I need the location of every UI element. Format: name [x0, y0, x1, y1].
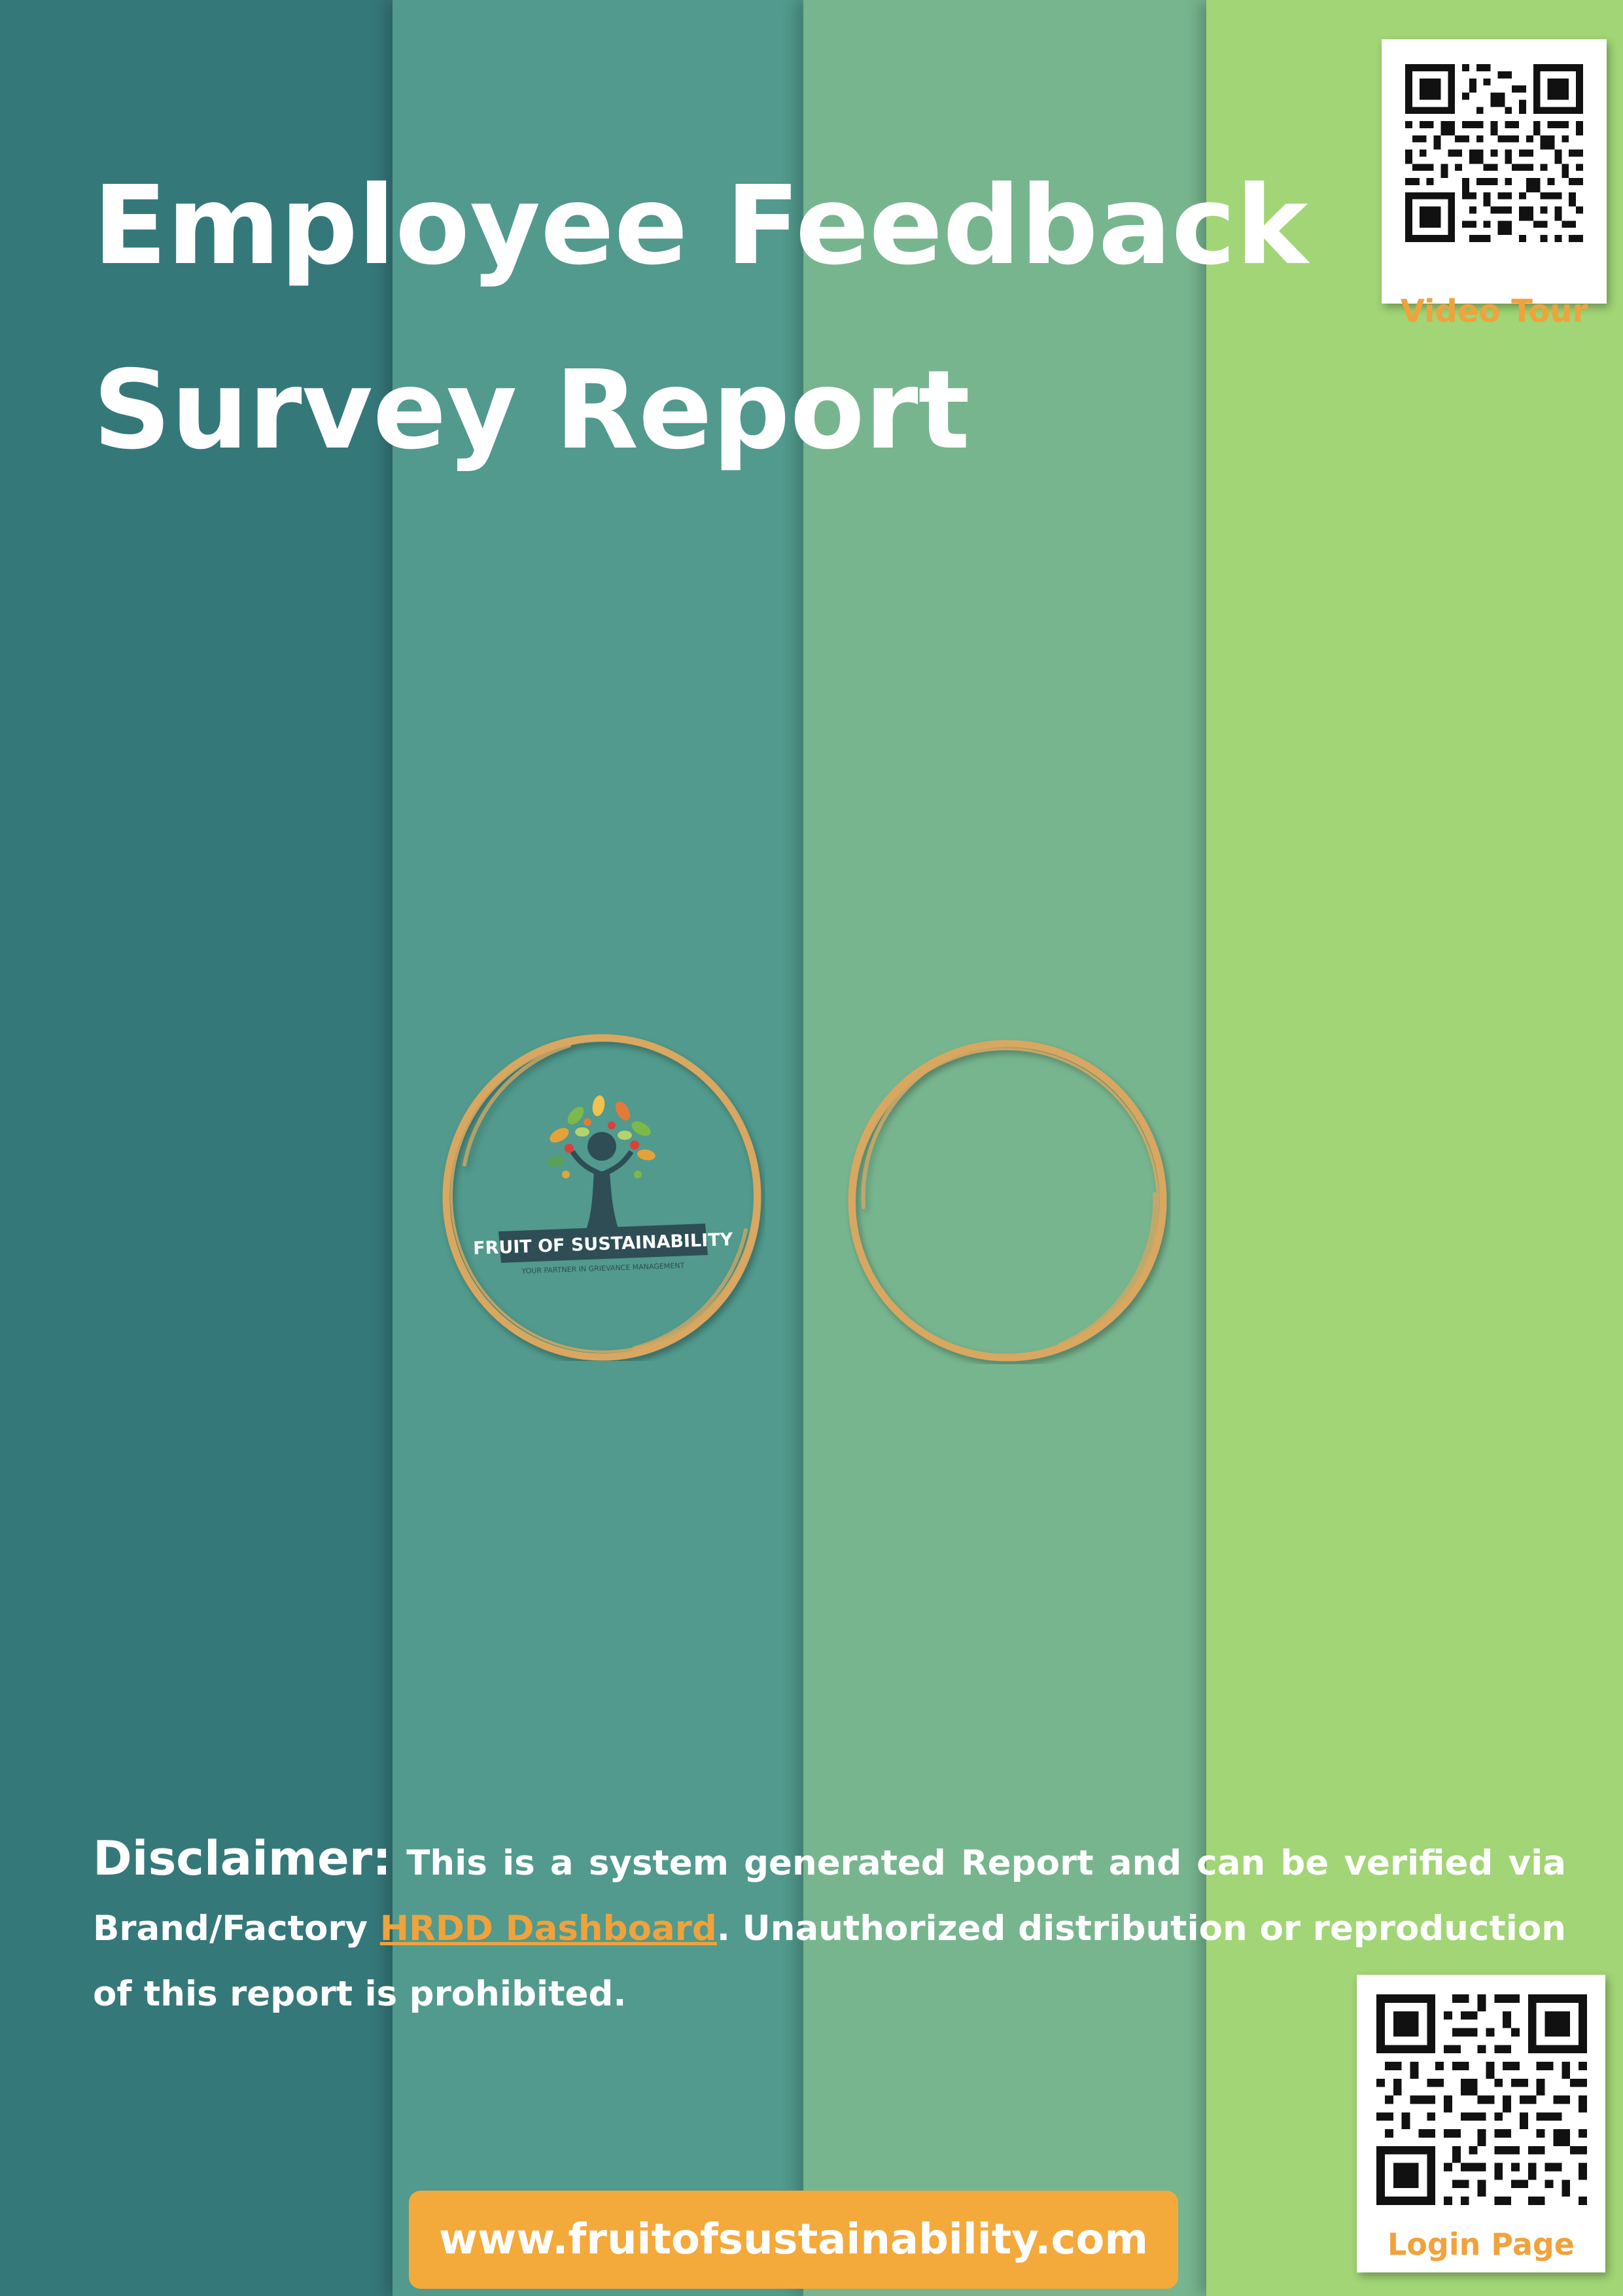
report-title: Employee Feedback Survey Report [93, 134, 1308, 503]
video-tour-qr-card[interactable]: Video Tour [1382, 39, 1607, 330]
report-title-line-1: Employee Feedback [93, 163, 1308, 289]
website-link-button[interactable]: www.fruitofsustainability.com [409, 2191, 1178, 2289]
disclaimer: Disclaimer: This is a system generated R… [93, 1826, 1566, 2027]
qr-code-icon [1405, 64, 1583, 242]
qr-code-icon [1376, 1994, 1587, 2205]
empty-logo-ring [844, 1037, 1171, 1364]
hrdd-dashboard-link[interactable]: HRDD Dashboard [379, 1909, 717, 1949]
tree-logo-icon: FRUIT OF SUSTAINABILITY YOUR PARTNER IN … [473, 1095, 733, 1276]
login-page-label: Login Page [1387, 2227, 1575, 2262]
disclaimer-text-part-1: This is a system generated Report and ca… [93, 1843, 1567, 1949]
brush-ring-icon [848, 1040, 1167, 1362]
background-band-4 [1206, 0, 1623, 2296]
disclaimer-label: Disclaimer: [93, 1831, 392, 1886]
background-band-1 [0, 0, 393, 2296]
report-title-line-2: Survey Report [93, 347, 970, 474]
logo-ring: FRUIT OF SUSTAINABILITY YOUR PARTNER IN … [438, 1034, 765, 1361]
brush-ring-icon: FRUIT OF SUSTAINABILITY YOUR PARTNER IN … [442, 1034, 761, 1361]
login-page-qr-card[interactable]: Login Page [1357, 1975, 1605, 2272]
disclaimer-text-part-2: . Unauthorized distribution or reproduct… [93, 1909, 1567, 2014]
video-tour-label: Video Tour [1400, 293, 1588, 330]
logo-tagline: YOUR PARTNER IN GRIEVANCE MANAGEMENT [521, 1262, 684, 1276]
